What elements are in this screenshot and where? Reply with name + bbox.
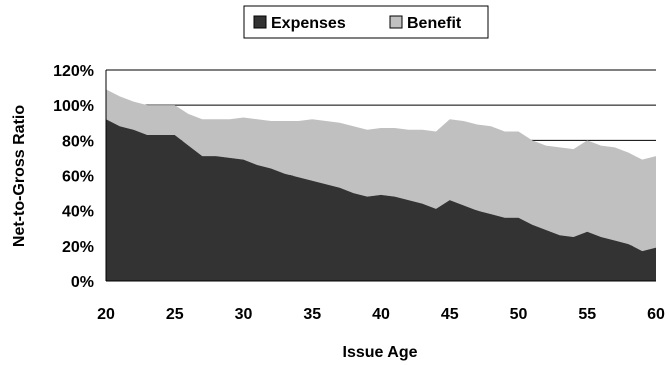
legend-swatch-benefit [389,15,403,29]
y-tick-label: 20% [62,239,94,256]
y-tick-label: 100% [53,98,94,115]
x-tick-label: 40 [372,306,390,323]
y-tick-labels: 0% 20% 40% 60% 80% 100% 120% [53,63,94,291]
y-tick-label: 80% [62,133,94,150]
legend-label-expenses: Expenses [271,15,346,32]
x-tick-label: 35 [303,306,321,323]
legend-swatch-expenses [253,15,267,29]
x-tick-label: 45 [441,306,459,323]
legend: Expenses Benefit [243,5,489,39]
y-tick-label: 0% [71,274,94,291]
x-tick-label: 60 [647,306,665,323]
y-tick-label: 40% [62,204,94,221]
area-expenses [106,119,656,281]
y-axis-title: Net-to-Gross Ratio [11,105,28,247]
area-benefit [106,89,656,252]
x-tick-label: 50 [510,306,528,323]
y-tick-label: 120% [53,63,94,80]
x-tick-labels: 20 25 30 35 40 45 50 55 60 [97,306,665,323]
legend-box [243,5,489,39]
y-tick-label: 60% [62,169,94,186]
x-tick-label: 25 [166,306,184,323]
plot-area [105,69,656,282]
x-tick-label: 30 [235,306,253,323]
x-axis-title: Issue Age [343,344,418,361]
legend-label-benefit: Benefit [407,15,462,32]
x-tick-label: 55 [578,306,596,323]
x-tick-label: 20 [97,306,115,323]
